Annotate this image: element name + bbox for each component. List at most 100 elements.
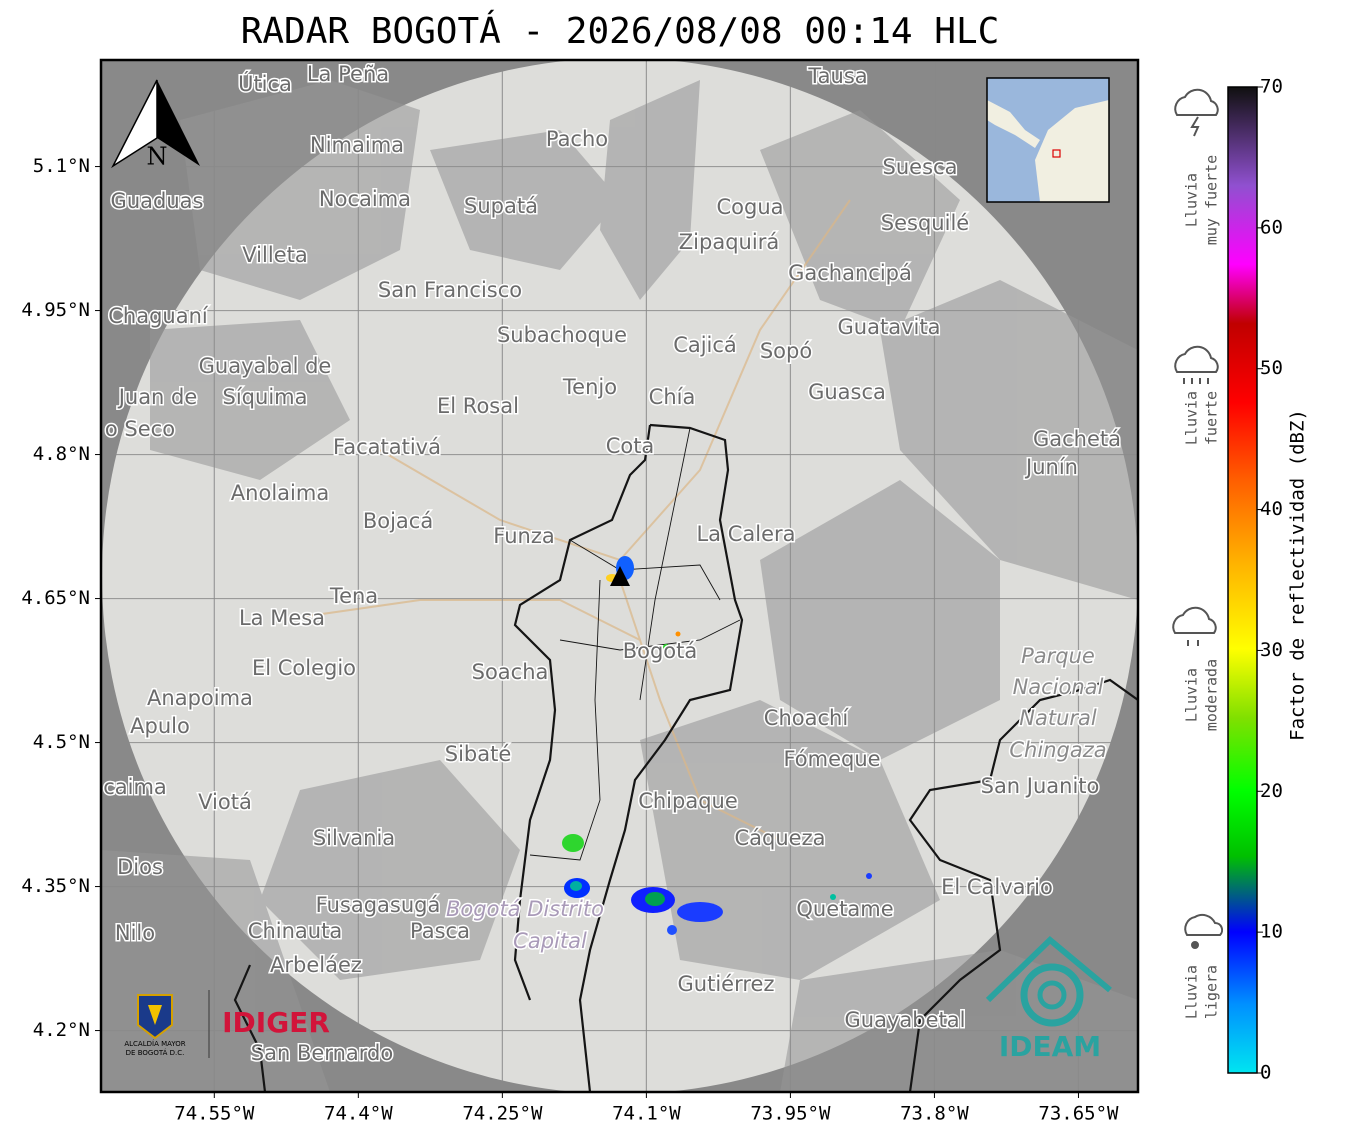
place-label: Sopó	[760, 339, 812, 363]
place-label: Supatá	[464, 194, 538, 218]
place-label: Sibaté	[445, 742, 512, 766]
legend-label: Lluvia	[1183, 173, 1201, 227]
place-label: Gachancipá	[788, 261, 912, 285]
grid	[101, 60, 1138, 1092]
legend-icons	[1172, 88, 1224, 949]
place-label: San Bernardo	[251, 1041, 393, 1065]
x-tick-label: 73.8°W	[900, 1103, 969, 1125]
place-label: El Calvario	[941, 875, 1053, 899]
place-label: Apulo	[130, 714, 190, 738]
place-label: Chinauta	[248, 919, 342, 943]
legend-label: muy fuerte	[1203, 155, 1221, 245]
y-tick-label: 4.95°N	[21, 299, 90, 321]
place-label: Cajicá	[673, 333, 737, 357]
place-label: Villeta	[242, 243, 307, 267]
place-label: La Peña	[307, 62, 389, 86]
places: La Peña Útica Tausa Pacho Nimaima Guaduas Noca…	[102, 61, 1123, 1067]
place-label: Dios	[117, 855, 163, 879]
inset-map	[986, 77, 1110, 203]
place-label: Natural	[1019, 706, 1097, 730]
place-label: Guasca	[808, 380, 886, 404]
place-label: Guaduas	[111, 189, 204, 213]
colorbar-tick-label: 60	[1260, 216, 1283, 238]
place-label: Capital	[513, 929, 587, 953]
legend-label: fuerte	[1203, 391, 1221, 445]
place-label: Parque	[1021, 644, 1095, 668]
colorbar-tick-label: 30	[1260, 639, 1283, 661]
place-label: Soacha	[472, 660, 549, 684]
place-label: Bojacá	[363, 509, 433, 533]
place-label: Guayabal de	[199, 354, 332, 378]
legend-label: Lluvia	[1183, 391, 1201, 445]
map-frame	[99, 58, 1140, 1094]
y-tick-label: 4.8°N	[33, 443, 90, 465]
legend-label: Lluvia	[1183, 668, 1201, 722]
place-label: Fómeque	[783, 747, 880, 771]
place-label: Arbeláez	[270, 953, 362, 977]
place-label: Útica	[238, 71, 292, 96]
place-label: El Colegio	[252, 656, 356, 680]
y-tick-label: 4.5°N	[33, 731, 90, 753]
place-label: La Mesa	[239, 606, 325, 630]
x-tick-label: 74.1°W	[612, 1103, 681, 1125]
place-label: Cáqueza	[735, 826, 826, 850]
place-label: Chía	[649, 385, 696, 409]
place-label: Nimaima	[310, 133, 404, 157]
place-label: Nacional	[1013, 675, 1104, 699]
x-tick-label: 73.65°W	[1038, 1103, 1119, 1125]
place-label: Guayabetal	[845, 1008, 966, 1032]
place-label: Cota	[606, 434, 655, 458]
place-label: Chingaza	[1009, 738, 1106, 762]
y-tick-label: 4.2°N	[33, 1019, 90, 1041]
place-label: Silvania	[313, 826, 395, 850]
localities	[529, 427, 741, 861]
place-label: Tausa	[807, 64, 867, 88]
boundaries	[233, 423, 1138, 1092]
roads	[279, 199, 851, 841]
legend-label: ligera	[1203, 965, 1221, 1019]
place-label: Nocaima	[319, 187, 411, 211]
colorbar-label: Factor de reflectividad (dBZ)	[1287, 409, 1309, 741]
place-label: La Calera	[696, 522, 795, 546]
place-label: Quetame	[796, 897, 893, 921]
title: RADAR BOGOTÁ - 2026/08/08 00:14 HLC	[241, 10, 1000, 52]
x-tick-label: 74.4°W	[324, 1103, 393, 1125]
place-label: Pasca	[410, 919, 470, 943]
place-label: San Juanito	[981, 774, 1100, 798]
place-label: Pacho	[546, 127, 608, 151]
colorbar-tick-label: 10	[1260, 921, 1283, 943]
x-tick-label: 74.25°W	[462, 1103, 543, 1125]
place-label: El Rosal	[437, 394, 519, 418]
colorbar	[1227, 86, 1258, 1074]
place-label: Suesca	[883, 155, 958, 179]
place-label: Guatavita	[838, 315, 941, 339]
place-label: Fusagasugá	[316, 893, 441, 917]
place-label: Bogotá	[623, 639, 698, 663]
place-label: caima	[103, 775, 167, 799]
place-label: Zipaquirá	[679, 230, 779, 254]
place-label: Choachí	[764, 706, 850, 730]
colorbar-tick-label: 20	[1260, 780, 1283, 802]
place-label: Juan de	[117, 385, 198, 409]
radar-site	[610, 566, 630, 586]
place-label: Funza	[493, 524, 554, 548]
y-tick-label: 5.1°N	[33, 155, 90, 177]
place-label: Viotá	[198, 790, 252, 814]
place-label: Gachetá	[1033, 427, 1121, 451]
logos: ALCALDÍA MAYOR DE BOGOTÁ D.C. IDIGER IDE…	[124, 935, 1112, 1063]
place-label: o Seco	[105, 417, 175, 441]
radar-echoes	[562, 556, 872, 935]
place-label: Bogotá Distrito	[446, 897, 604, 921]
y-tick-label: 4.35°N	[21, 875, 90, 897]
place-label: Tenjo	[562, 375, 617, 399]
place-label: Anolaima	[231, 481, 329, 505]
place-label: Cogua	[716, 195, 783, 219]
place-label: Sesquilé	[881, 211, 969, 235]
north-arrow: N	[111, 79, 200, 171]
colorbar-tick-label: 0	[1260, 1062, 1271, 1084]
place-label: Junín	[1024, 455, 1078, 479]
place-label: Síquima	[223, 385, 308, 409]
logo-text: ALCALDÍA MAYOR	[124, 1039, 185, 1048]
